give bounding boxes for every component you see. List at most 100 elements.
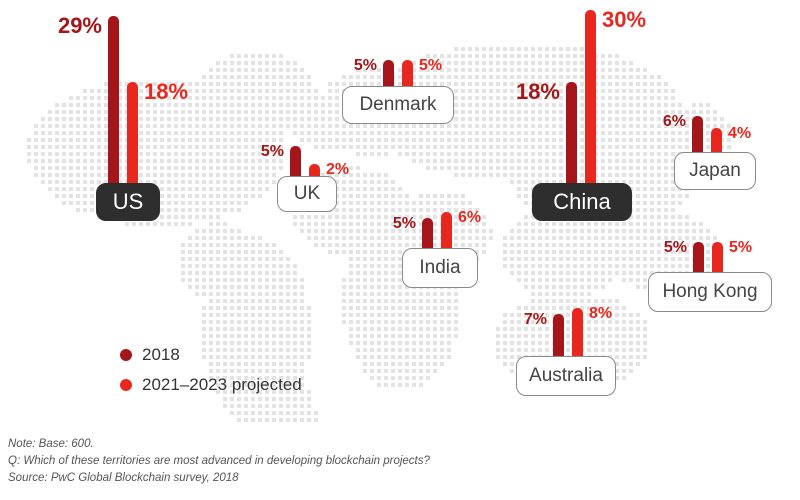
map-dot bbox=[629, 159, 633, 163]
map-dot bbox=[412, 131, 416, 135]
map-dot bbox=[258, 355, 262, 359]
map-dot bbox=[265, 173, 269, 177]
map-dot bbox=[398, 250, 402, 254]
map-dot bbox=[356, 173, 360, 177]
map-dot bbox=[601, 152, 605, 156]
map-dot bbox=[223, 103, 227, 107]
bar-2018-china bbox=[566, 82, 577, 190]
map-dot bbox=[230, 124, 234, 128]
map-dot bbox=[650, 257, 654, 261]
map-dot bbox=[223, 390, 227, 394]
map-dot bbox=[419, 152, 423, 156]
map-dot bbox=[405, 201, 409, 205]
map-dot bbox=[580, 285, 584, 289]
map-dot bbox=[153, 173, 157, 177]
map-dot bbox=[657, 264, 661, 268]
map-dot bbox=[510, 152, 514, 156]
map-dot bbox=[447, 54, 451, 58]
map-dot bbox=[566, 320, 570, 324]
map-dot bbox=[286, 362, 290, 366]
map-dot bbox=[727, 131, 731, 135]
map-dot bbox=[244, 320, 248, 324]
map-dot bbox=[272, 110, 276, 114]
map-dot bbox=[62, 117, 66, 121]
map-dot bbox=[552, 117, 556, 121]
map-dot bbox=[685, 257, 689, 261]
map-dot bbox=[244, 117, 248, 121]
map-dot bbox=[195, 257, 199, 261]
map-dot bbox=[307, 75, 311, 79]
map-dot bbox=[720, 138, 724, 142]
map-dot bbox=[699, 229, 703, 233]
map-dot bbox=[524, 82, 528, 86]
map-dot bbox=[573, 264, 577, 268]
map-dot bbox=[629, 138, 633, 142]
map-dot bbox=[279, 327, 283, 331]
map-dot bbox=[419, 68, 423, 72]
map-dot bbox=[118, 103, 122, 107]
map-dot bbox=[300, 75, 304, 79]
map-dot bbox=[314, 418, 318, 422]
map-dot bbox=[482, 236, 486, 240]
map-dot bbox=[279, 131, 283, 135]
map-dot bbox=[139, 173, 143, 177]
map-dot bbox=[503, 334, 507, 338]
map-dot bbox=[433, 334, 437, 338]
map-dot bbox=[545, 264, 549, 268]
map-dot bbox=[517, 89, 521, 93]
map-dot bbox=[118, 145, 122, 149]
legend-item-projected: 2021–2023 projected bbox=[120, 372, 302, 398]
map-dot bbox=[314, 117, 318, 121]
map-dot bbox=[419, 208, 423, 212]
map-dot bbox=[230, 404, 234, 408]
map-dot bbox=[251, 166, 255, 170]
map-dot bbox=[629, 75, 633, 79]
map-dot bbox=[531, 334, 535, 338]
map-dot bbox=[664, 222, 668, 226]
map-dot bbox=[202, 75, 206, 79]
map-dot bbox=[328, 229, 332, 233]
map-dot bbox=[545, 145, 549, 149]
map-dot bbox=[258, 96, 262, 100]
map-dot bbox=[230, 327, 234, 331]
map-dot bbox=[503, 236, 507, 240]
map-dot bbox=[237, 96, 241, 100]
map-dot bbox=[265, 180, 269, 184]
map-dot bbox=[678, 117, 682, 121]
map-dot bbox=[538, 54, 542, 58]
map-dot bbox=[153, 131, 157, 135]
map-dot bbox=[433, 355, 437, 359]
map-dot bbox=[293, 96, 297, 100]
map-dot bbox=[195, 201, 199, 205]
map-dot bbox=[265, 278, 269, 282]
map-dot bbox=[160, 208, 164, 212]
map-dot bbox=[272, 355, 276, 359]
map-dot bbox=[356, 257, 360, 261]
map-dot bbox=[657, 194, 661, 198]
map-dot bbox=[279, 348, 283, 352]
map-dot bbox=[391, 278, 395, 282]
map-dot bbox=[566, 285, 570, 289]
map-dot bbox=[475, 131, 479, 135]
map-dot bbox=[601, 180, 605, 184]
map-dot bbox=[363, 180, 367, 184]
map-dot bbox=[545, 327, 549, 331]
map-dot bbox=[566, 243, 570, 247]
map-dot bbox=[216, 61, 220, 65]
map-dot bbox=[209, 138, 213, 142]
map-dot bbox=[356, 348, 360, 352]
map-dot bbox=[594, 257, 598, 261]
map-dot bbox=[524, 187, 528, 191]
map-dot bbox=[426, 61, 430, 65]
map-dot bbox=[552, 292, 556, 296]
map-dot bbox=[384, 264, 388, 268]
map-dot bbox=[356, 264, 360, 268]
map-dot bbox=[538, 61, 542, 65]
map-dot bbox=[664, 159, 668, 163]
map-dot bbox=[601, 299, 605, 303]
map-dot bbox=[398, 145, 402, 149]
map-dot bbox=[90, 201, 94, 205]
map-dot bbox=[671, 215, 675, 219]
map-dot bbox=[286, 292, 290, 296]
map-dot bbox=[559, 222, 563, 226]
